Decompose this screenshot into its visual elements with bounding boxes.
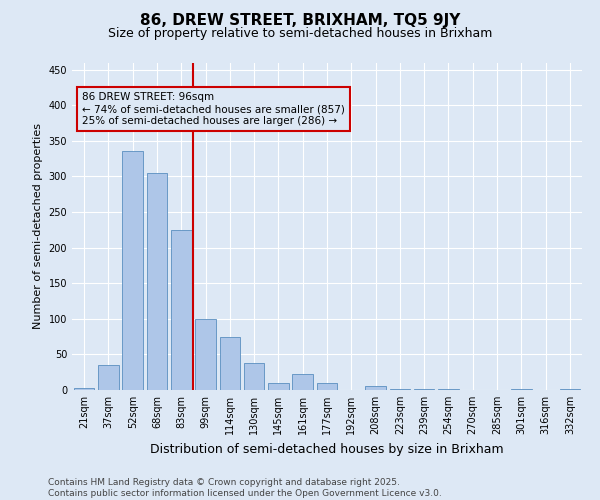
Text: 86 DREW STREET: 96sqm
← 74% of semi-detached houses are smaller (857)
25% of sem: 86 DREW STREET: 96sqm ← 74% of semi-deta… — [82, 92, 344, 126]
Bar — [195, 319, 216, 390]
Bar — [268, 383, 289, 390]
Bar — [220, 336, 240, 390]
Bar — [98, 365, 119, 390]
Text: Contains HM Land Registry data © Crown copyright and database right 2025.
Contai: Contains HM Land Registry data © Crown c… — [48, 478, 442, 498]
Bar — [74, 388, 94, 390]
Y-axis label: Number of semi-detached properties: Number of semi-detached properties — [33, 123, 43, 329]
Bar — [292, 374, 313, 390]
Bar — [122, 152, 143, 390]
Bar — [365, 386, 386, 390]
Text: 86, DREW STREET, BRIXHAM, TQ5 9JY: 86, DREW STREET, BRIXHAM, TQ5 9JY — [140, 12, 460, 28]
X-axis label: Distribution of semi-detached houses by size in Brixham: Distribution of semi-detached houses by … — [150, 442, 504, 456]
Text: Size of property relative to semi-detached houses in Brixham: Size of property relative to semi-detach… — [108, 28, 492, 40]
Bar — [389, 388, 410, 390]
Bar — [317, 383, 337, 390]
Bar — [146, 173, 167, 390]
Bar — [171, 230, 191, 390]
Bar — [244, 363, 265, 390]
